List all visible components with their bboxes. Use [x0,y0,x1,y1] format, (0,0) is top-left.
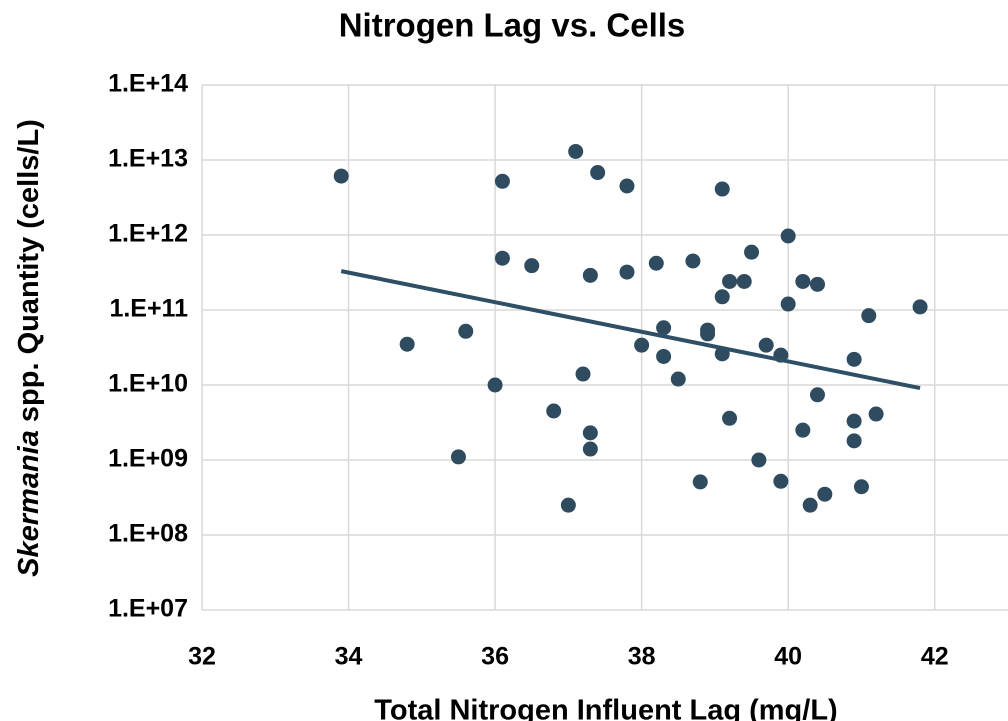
data-point [773,473,789,489]
y-tick-label: 1.E+12 [108,220,188,248]
x-tick-label: 38 [628,643,656,671]
data-point [780,296,796,312]
trendline [340,269,921,391]
data-point [399,336,415,352]
data-point [685,253,701,269]
data-point [634,337,650,353]
data-point [648,255,664,271]
data-point [795,273,811,289]
x-tick-label: 42 [921,643,949,671]
x-tick-label: 34 [335,643,363,671]
y-tick-label: 1.E+13 [108,145,188,173]
data-point [846,433,862,449]
data-point [560,497,576,513]
y-tick-label: 1.E+14 [108,70,188,98]
data-point [590,165,606,181]
data-point [846,413,862,429]
data-point [744,244,760,260]
data-point [656,348,672,364]
y-axis-label-italic: Skermania [13,430,45,577]
data-point [912,299,928,315]
data-point [722,273,738,289]
data-point [487,377,503,393]
data-point [450,449,466,465]
data-point [853,479,869,495]
data-point [494,173,510,189]
data-point [546,403,562,419]
x-tick-label: 32 [188,643,216,671]
data-point [619,178,635,194]
data-point [809,387,825,403]
y-tick-label: 1.E+08 [108,520,188,548]
data-point [809,276,825,292]
y-axis-label-rest: spp. Quantity (cells/L) [13,119,45,430]
data-point [582,267,598,283]
data-point [494,250,510,266]
data-point [575,366,591,382]
data-point [568,143,584,159]
data-point [736,273,752,289]
x-tick-label: 36 [481,643,509,671]
y-tick-label: 1.E+10 [108,370,188,398]
data-point [758,337,774,353]
data-point [458,323,474,339]
data-point [670,371,686,387]
data-point [846,351,862,367]
data-point [802,497,818,513]
data-point [524,258,540,274]
data-point [619,264,635,280]
chart-title: Nitrogen Lag vs. Cells [339,7,686,44]
x-tick-label: 40 [774,643,802,671]
data-point [780,228,796,244]
data-point [722,410,738,426]
data-point [795,422,811,438]
data-point [333,168,349,184]
y-axis-label: Skermania spp. Quantity (cells/L) [13,119,45,577]
data-point [751,452,767,468]
x-axis-label: Total Nitrogen Influent Lag (mg/L) [374,695,837,721]
data-point [656,320,672,336]
data-point [861,308,877,324]
data-point [714,289,730,305]
data-point [582,425,598,441]
data-point [692,474,708,490]
data-point [868,406,884,422]
data-point [700,326,716,342]
data-point [582,441,598,457]
y-tick-label: 1.E+11 [109,295,188,323]
y-tick-label: 1.E+09 [108,445,188,473]
y-tick-label: 1.E+07 [108,595,188,623]
data-point [817,486,833,502]
data-point [714,181,730,197]
